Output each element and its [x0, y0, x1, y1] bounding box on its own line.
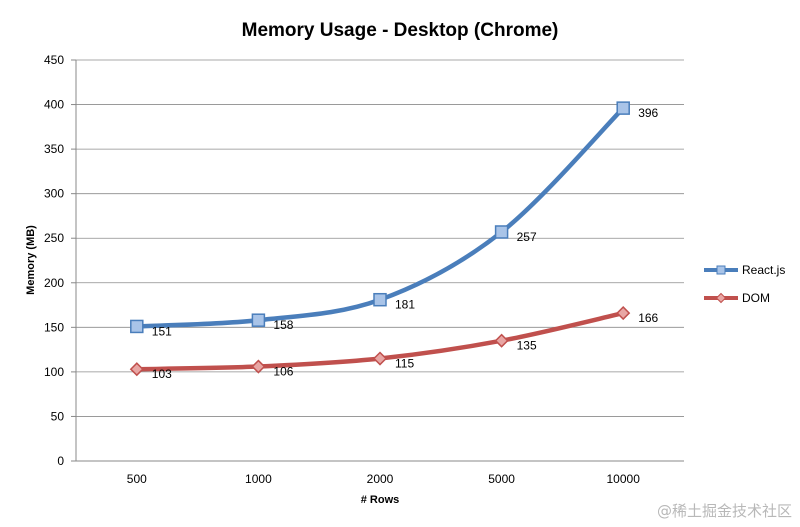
y-tick-label: 450 — [44, 53, 64, 67]
data-label: 115 — [395, 357, 414, 371]
y-tick-label: 50 — [51, 409, 65, 423]
data-point — [616, 101, 630, 115]
data-label: 166 — [638, 311, 658, 325]
x-tick-label: 10000 — [607, 472, 641, 486]
x-tick-label: 1000 — [245, 472, 272, 486]
data-label: 151 — [152, 324, 172, 338]
series-group: 151 158 181 257 396 103 106 115 135 166 — [129, 101, 659, 381]
y-axis-ticks: 0 50 100 150 200 250 300 350 400 450 — [44, 53, 76, 468]
data-label: 158 — [273, 318, 293, 332]
legend-item: DOM — [704, 291, 770, 305]
y-tick-label: 200 — [44, 276, 64, 290]
data-point — [372, 351, 388, 366]
data-point — [373, 292, 387, 307]
data-point — [129, 362, 144, 377]
data-label: 257 — [517, 230, 537, 244]
x-tick-label: 5000 — [488, 472, 515, 486]
legend: React.js DOM — [704, 263, 785, 305]
data-point — [251, 313, 266, 327]
data-label: 181 — [395, 298, 415, 312]
data-label: 106 — [273, 365, 293, 379]
chart-title: Memory Usage - Desktop (Chrome) — [242, 20, 559, 41]
legend-item: React.js — [704, 263, 785, 277]
y-tick-label: 100 — [44, 365, 64, 379]
data-label: 135 — [517, 339, 537, 353]
y-tick-label: 150 — [44, 320, 64, 334]
series-react-js: 151 158 181 257 396 — [130, 101, 659, 338]
watermark: @稀土掘金技术社区 — [656, 502, 792, 520]
legend-label: DOM — [742, 291, 770, 305]
y-tick-label: 350 — [44, 142, 64, 156]
legend-label: React.js — [742, 263, 785, 277]
data-point — [494, 333, 509, 348]
y-tick-label: 0 — [57, 454, 64, 468]
data-point — [616, 306, 631, 321]
data-label: 103 — [152, 367, 172, 381]
y-axis-label: Memory (MB) — [25, 225, 37, 295]
x-axis-ticks: 500 1000 2000 5000 10000 — [127, 472, 640, 486]
y-tick-label: 300 — [44, 187, 64, 201]
data-point — [251, 359, 266, 374]
y-tick-label: 250 — [44, 231, 64, 245]
data-point — [494, 225, 509, 239]
series-dom: 103 106 115 135 166 — [129, 306, 659, 381]
x-tick-label: 2000 — [367, 472, 394, 486]
x-tick-label: 500 — [127, 472, 147, 486]
gridlines — [76, 59, 684, 417]
x-axis-label: # Rows — [361, 494, 400, 506]
data-label: 396 — [638, 106, 658, 120]
legend-marker — [716, 265, 726, 275]
y-tick-label: 400 — [44, 98, 64, 112]
legend-marker — [715, 292, 727, 304]
data-point — [130, 319, 144, 334]
